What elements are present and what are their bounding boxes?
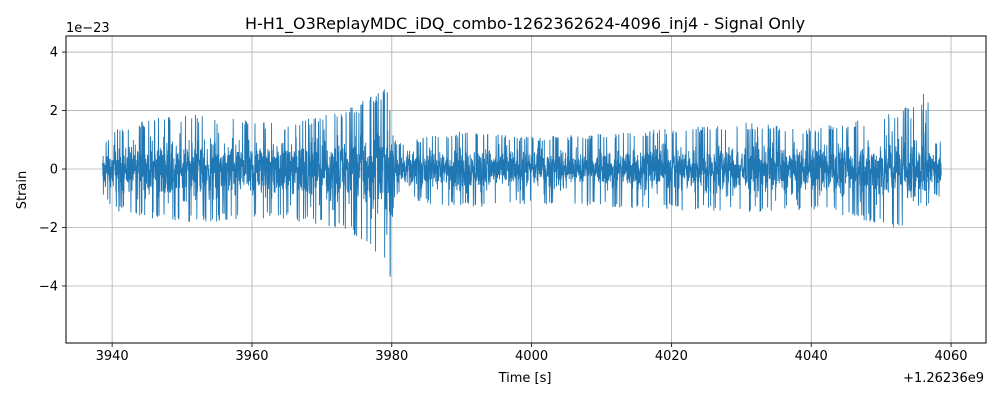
x-axis-ticks: 3940 3960 3980 4000 4020 4040 4060: [96, 343, 968, 364]
y-axis-ticks: −4 −2 0 2 4: [39, 46, 66, 294]
signal-series: [101, 89, 942, 277]
x-tick-label: 3960: [235, 349, 268, 364]
x-tick-label: 4000: [515, 349, 548, 364]
y-axis-label: Strain: [15, 171, 30, 210]
x-tick-label: 3940: [96, 349, 129, 364]
x-offset-label: +1.26236e9: [903, 371, 984, 386]
y-tick-label: 4: [50, 46, 58, 61]
x-tick-label: 4040: [795, 349, 828, 364]
y-tick-label: 0: [50, 163, 58, 178]
strain-series-line: [101, 89, 942, 277]
y-tick-label: 2: [50, 104, 58, 119]
x-tick-label: 3980: [375, 349, 408, 364]
x-axis-label: Time [s]: [498, 371, 552, 386]
y-tick-label: −4: [39, 279, 58, 294]
plot-frame: [65, 35, 987, 344]
x-tick-label: 4060: [934, 349, 967, 364]
y-scale-label: 1e−23: [66, 21, 110, 36]
x-tick-label: 4020: [655, 349, 688, 364]
y-tick-label: −2: [39, 221, 58, 236]
chart-title: H-H1_O3ReplayMDC_iDQ_combo-1262362624-40…: [245, 14, 805, 34]
